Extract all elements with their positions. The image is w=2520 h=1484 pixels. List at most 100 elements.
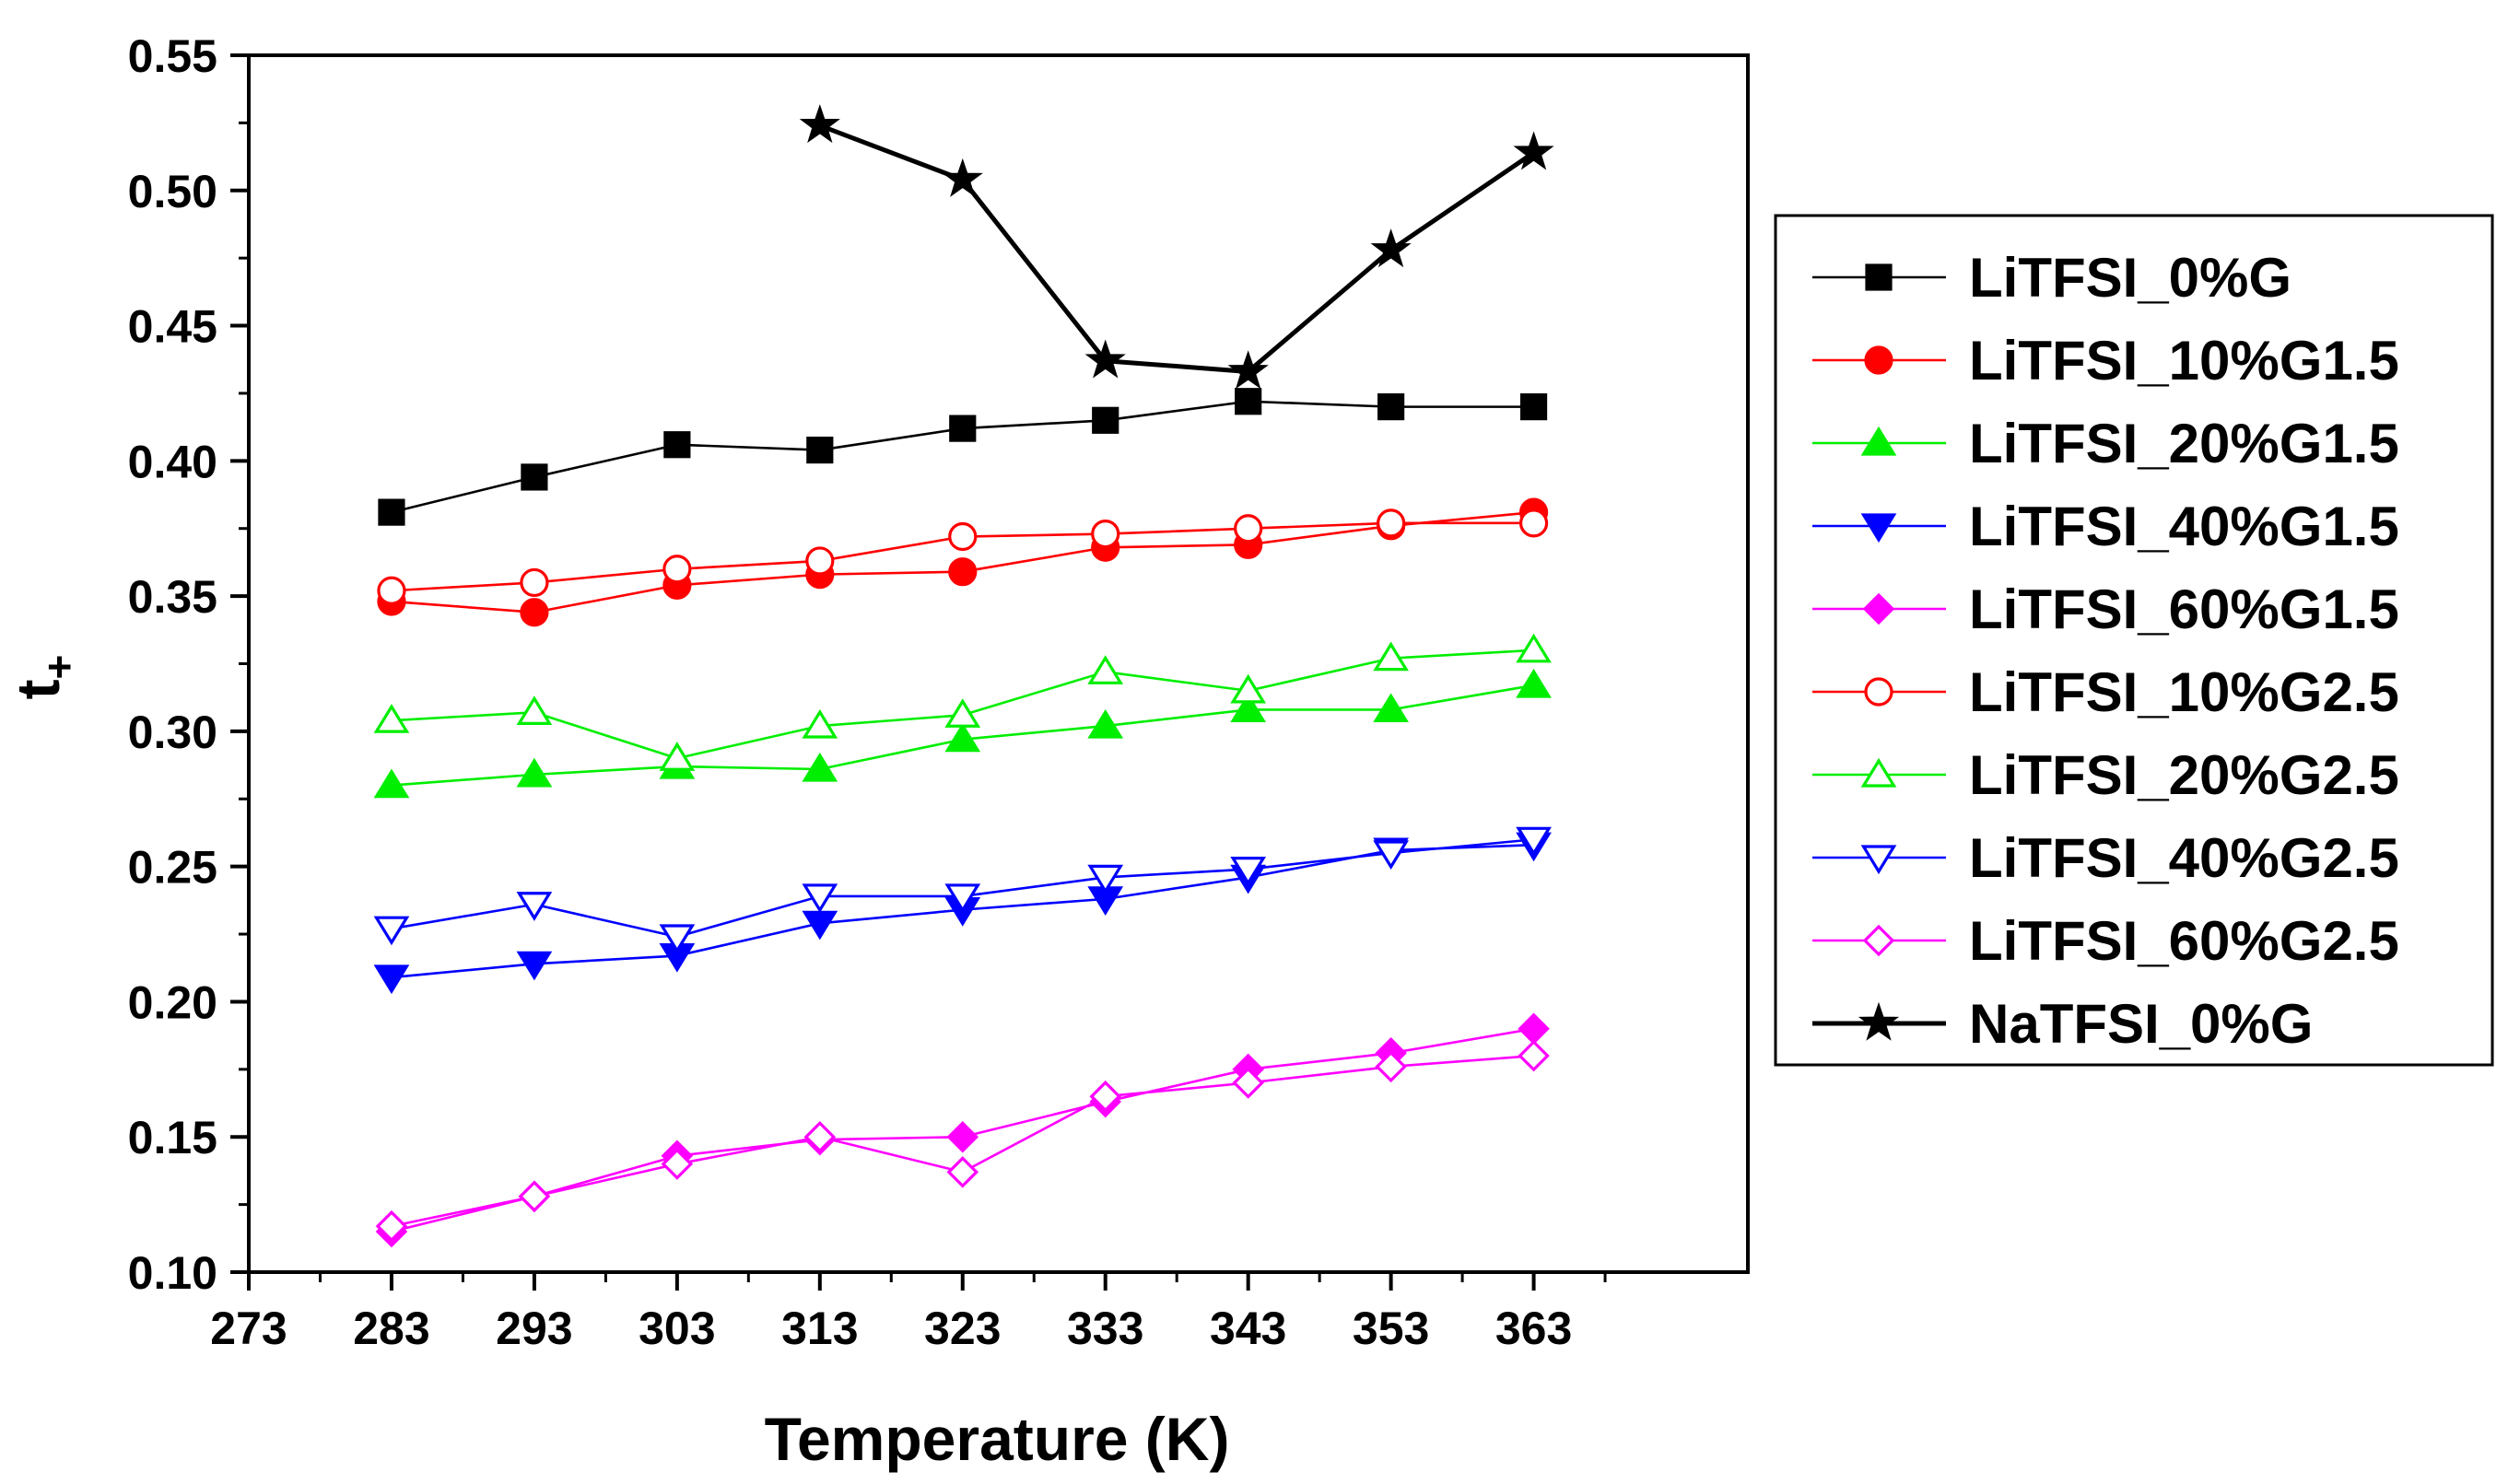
data-point	[1091, 519, 1120, 549]
data-point	[516, 695, 553, 725]
plot-area	[373, 104, 1554, 1248]
data-point	[378, 498, 405, 526]
legend-marker	[1860, 426, 1897, 456]
data-point	[373, 768, 410, 799]
data-point	[805, 546, 835, 576]
series-line	[818, 123, 1535, 374]
data-point	[803, 1120, 837, 1153]
data-point	[375, 1209, 408, 1243]
data-point	[1377, 393, 1405, 421]
data-point	[1373, 693, 1409, 723]
legend-marker	[1862, 592, 1895, 625]
y-tick-label: 0.50	[128, 166, 217, 217]
legend-label: LiTFSI_20%G2.5	[1969, 744, 2399, 806]
legend-entry-litfsi-20-g1-5: LiTFSI_20%G1.5	[1812, 413, 2399, 474]
legend-marker	[1860, 757, 1897, 788]
data-point	[520, 598, 549, 627]
x-axis-title: Temperature (K)	[765, 1405, 1230, 1473]
x-tick-label: 313	[781, 1303, 858, 1354]
legend-label: LiTFSI_10%G1.5	[1969, 330, 2399, 391]
data-point	[1084, 339, 1126, 379]
series-litfsi-40-g2-5	[373, 826, 1552, 954]
data-point	[373, 704, 410, 733]
legend-entry-litfsi-10-g2-5: LiTFSI_10%G2.5	[1812, 661, 2399, 723]
y-tick-label: 0.10	[128, 1247, 217, 1299]
data-point	[806, 436, 834, 464]
data-point	[802, 708, 838, 739]
data-point	[949, 415, 977, 442]
legend: LiTFSI_0%G LiTFSI_10%G1.5 LiTFSI_20%G1.5 Li…	[1774, 214, 2494, 1067]
data-point	[1087, 864, 1124, 894]
legend-marker	[1862, 924, 1895, 957]
x-tick-label: 363	[1495, 1303, 1572, 1354]
x-tick-label: 353	[1353, 1303, 1429, 1354]
legend-entry-natfsi-0-g: NaTFSI_0%G	[1812, 993, 2313, 1055]
data-point	[1087, 708, 1124, 739]
data-point	[1513, 131, 1554, 170]
data-point	[1516, 826, 1552, 857]
axes: 273 283 293 303 313 323 333 343 353 363 0.10 0.15 0.…	[128, 30, 1750, 1354]
y-axis-title-main: t	[4, 679, 72, 699]
y-tick-label: 0.25	[128, 842, 217, 894]
y-axis-title: t+	[4, 655, 83, 700]
series-litfsi-20-g2-5	[373, 633, 1552, 771]
legend-entry-litfsi-0-g: LiTFSI_0%G	[1812, 247, 2291, 309]
data-point	[516, 892, 553, 921]
y-tick-label: 0.20	[128, 976, 217, 1028]
data-point	[1092, 406, 1119, 434]
data-point	[659, 742, 696, 771]
x-tick-label: 283	[353, 1303, 429, 1354]
y-tick-label: 0.30	[128, 707, 217, 758]
data-point	[948, 557, 978, 587]
data-point	[373, 916, 410, 946]
data-point	[1370, 228, 1412, 268]
data-point	[802, 883, 838, 914]
data-point	[944, 722, 981, 753]
data-point	[944, 883, 981, 914]
data-point	[1230, 857, 1267, 886]
legend-label: LiTFSI_20%G1.5	[1969, 413, 2399, 474]
data-point	[518, 1180, 551, 1213]
series-litfsi-10-g2-5	[377, 508, 1549, 605]
y-tick-label: 0.55	[128, 30, 217, 82]
data-point	[1373, 840, 1409, 871]
y-axis-title-subscript: +	[35, 655, 83, 680]
data-point	[1518, 1039, 1550, 1072]
data-point	[802, 752, 838, 782]
series-natfsi-0-g	[799, 104, 1554, 390]
legend-label: LiTFSI_10%G2.5	[1969, 661, 2399, 723]
data-point	[944, 698, 981, 728]
data-point	[1518, 508, 1549, 538]
legend-label: LiTFSI_60%G2.5	[1969, 910, 2399, 972]
data-point	[516, 757, 553, 788]
x-tick-label: 323	[924, 1303, 1001, 1354]
data-point	[1235, 388, 1262, 415]
legend-marker	[1864, 677, 1893, 707]
data-point	[520, 567, 549, 598]
data-point	[942, 158, 983, 197]
data-point	[661, 1148, 694, 1180]
legend-entry-litfsi-40-g2-5: LiTFSI_40%G2.5	[1812, 827, 2399, 889]
data-point	[799, 104, 840, 144]
data-point	[946, 1156, 979, 1188]
legend-label: LiTFSI_40%G2.5	[1969, 827, 2399, 889]
legend-label: LiTFSI_40%G1.5	[1969, 496, 2399, 557]
legend-frame	[1774, 214, 2494, 1067]
series-litfsi-60-g2-5	[375, 1039, 1550, 1243]
data-point	[1089, 1080, 1121, 1113]
x-tick-label: 333	[1067, 1303, 1143, 1354]
data-point	[521, 463, 548, 491]
legend-label: LiTFSI_0%G	[1969, 247, 2291, 309]
y-tick-label: 0.45	[128, 301, 217, 353]
legend-marker	[1860, 513, 1897, 543]
data-point	[1375, 1050, 1407, 1083]
x-tick-label: 273	[210, 1303, 287, 1354]
legend-marker	[1860, 845, 1897, 875]
x-tick-label: 343	[1210, 1303, 1286, 1354]
legend-marker	[1858, 1001, 1900, 1041]
legend-marker	[1864, 345, 1893, 375]
legend-entry-litfsi-60-g2-5: LiTFSI_60%G2.5	[1812, 910, 2399, 972]
x-tick-label: 303	[639, 1303, 715, 1354]
data-point	[1230, 693, 1267, 723]
